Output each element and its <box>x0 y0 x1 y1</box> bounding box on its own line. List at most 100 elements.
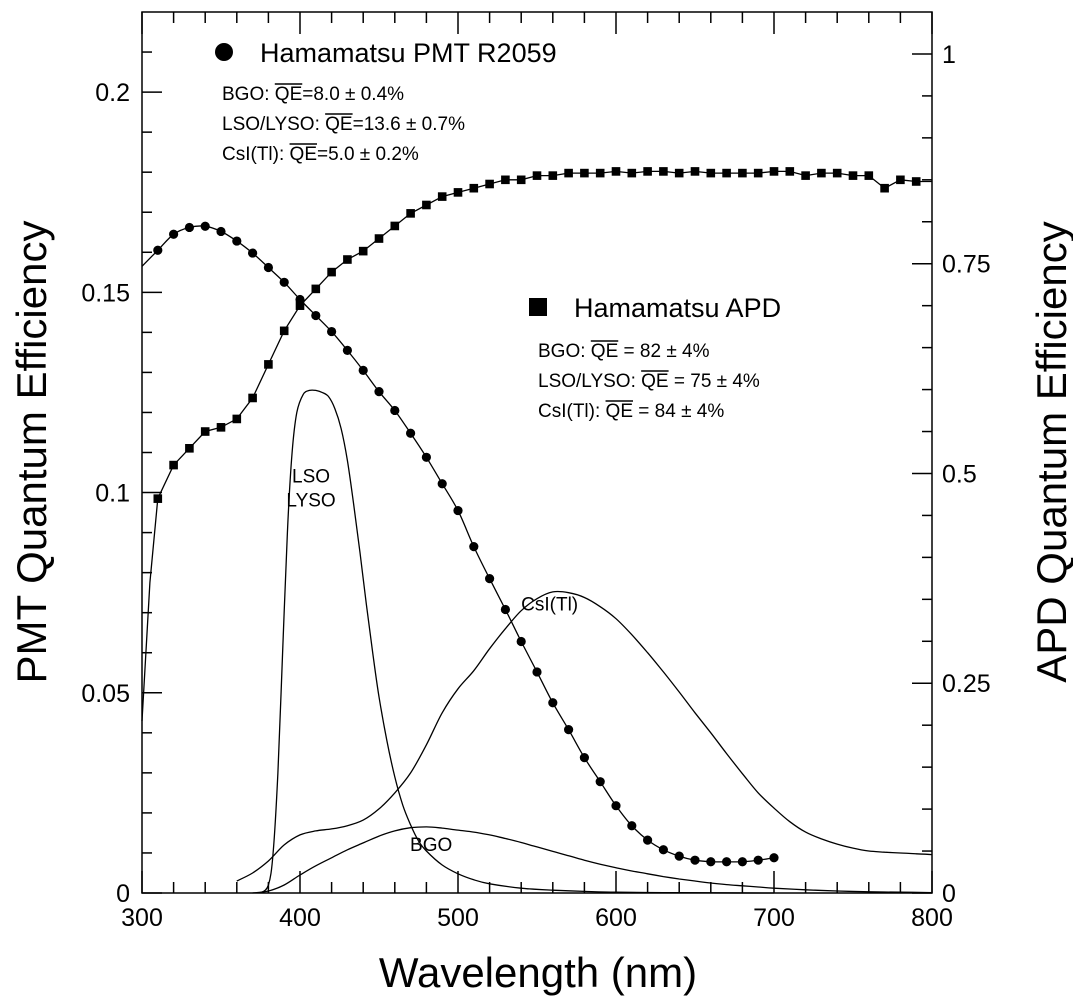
apd-qe-point <box>343 255 352 264</box>
apd-qe-point <box>880 183 889 193</box>
apd-qe-point <box>580 168 589 178</box>
apd-qe-point <box>469 183 479 193</box>
pmt-qe-point <box>374 387 384 397</box>
pmt-qe-point <box>548 698 558 708</box>
apd-qe-point <box>327 267 336 277</box>
apd-qe-point <box>848 171 858 180</box>
legend-entry-name: CsI(Tl): <box>538 401 606 422</box>
apd-qe-point <box>358 246 368 256</box>
apd-qe-point <box>374 234 384 243</box>
pmt-qe-point <box>184 222 194 233</box>
apd-qe-point <box>674 168 684 178</box>
apd-qe-point <box>264 360 273 369</box>
pmt-qe-point <box>611 801 621 811</box>
pmt-qe-point <box>769 853 779 863</box>
pmt-qe-point <box>169 229 179 239</box>
pmt-qe-point <box>674 851 684 861</box>
apd-qe-point <box>153 494 163 503</box>
apd-qe-point <box>169 460 178 470</box>
curve-label: LSO <box>292 467 330 488</box>
apd-qe-point <box>722 168 731 178</box>
pmt-qe-point <box>437 479 447 489</box>
pmt-qe-point <box>595 777 605 787</box>
apd-qe-point <box>437 192 447 201</box>
apd-qe-point <box>453 188 463 197</box>
apd-qe-point <box>595 168 605 178</box>
legend-entry-name: CsI(Tl): <box>222 144 290 165</box>
apd-qe-point <box>753 168 763 178</box>
pmt-qe-point <box>737 857 748 867</box>
apd-qe-point <box>422 200 431 210</box>
apd-qe-point <box>611 167 621 176</box>
apd-qe-point <box>311 284 321 294</box>
plot-curves: LSO LYSO CsI(Tl) BGO <box>141 170 933 894</box>
y-axis-left-title: PMT Quantum Efficiency <box>8 221 55 684</box>
curve-label: CsI(Tl) <box>521 595 578 616</box>
x-tick-label: 400 <box>279 904 321 932</box>
apd-qe-point <box>785 167 795 176</box>
pmt-qe-point <box>564 725 574 735</box>
pmt-qe-point <box>516 636 526 647</box>
y-left-tick-label: 0 <box>116 880 130 908</box>
y-axis-right-title: APD Quantum Efficiency <box>1028 221 1073 682</box>
pmt-qe-point <box>342 345 352 355</box>
legend-entry: CsI(Tl): QE = 84 ± 4% <box>538 401 724 422</box>
x-axis-title: Wavelength (nm) <box>379 949 697 996</box>
apd-qe-point <box>248 393 257 403</box>
legend-entry: LSO/LYSO: QE = 75 ± 4% <box>538 371 760 392</box>
legend-entry-qe: QE <box>641 371 668 392</box>
legend-entry-value: = 75 ± 4% <box>669 371 760 392</box>
apd-qe-point <box>738 168 747 178</box>
pmt-qe-point <box>279 277 289 287</box>
apd-qe-point <box>832 168 842 178</box>
legend-entry-qe: QE <box>591 341 618 362</box>
apd-qe-point <box>817 168 826 178</box>
apd-qe-point <box>627 168 637 178</box>
apd-qe-point <box>501 175 510 185</box>
legend-marker-circle <box>215 43 233 61</box>
y-right-tick-label: 0.5 <box>942 460 977 488</box>
apd-qe-point <box>643 167 652 176</box>
y-left-tick-label: 0.2 <box>95 79 130 107</box>
pmt-qe-point <box>248 248 258 258</box>
legend-entry-value: =5.0 ± 0.2% <box>317 144 419 165</box>
legend-entry-value: =8.0 ± 0.4% <box>302 84 404 105</box>
y-right-tick-label: 1 <box>942 41 956 69</box>
pmt-qe-point <box>311 310 321 321</box>
y-left-tick-label: 0.15 <box>81 279 130 307</box>
y-right-tick-label: 0.25 <box>942 670 991 698</box>
apd-qe-point <box>769 167 779 176</box>
curve-label: BGO <box>410 835 452 856</box>
apd-qe-point <box>532 171 542 180</box>
legend-entry-name: BGO: <box>538 341 591 362</box>
pmt-qe-point <box>263 262 273 273</box>
apd-qe-point <box>232 414 242 424</box>
legend-title: Hamamatsu PMT R2059 <box>260 38 557 68</box>
pmt-qe-point <box>200 221 210 231</box>
legend-marker-square <box>529 298 547 316</box>
pmt-qe-point <box>690 855 700 865</box>
legend-entry: LSO/LYSO: QE=13.6 ± 0.7% <box>222 114 465 135</box>
apd-qe-point <box>516 175 526 185</box>
x-tick-label: 700 <box>753 904 795 932</box>
legend-entry-name: LSO/LYSO: <box>222 114 325 135</box>
pmt-qe-point <box>658 845 669 855</box>
x-tick-label: 600 <box>595 904 637 932</box>
legend-entry: BGO: QE=8.0 ± 0.4% <box>222 84 404 105</box>
pmt-qe-point <box>421 452 431 462</box>
apd-qe-point <box>864 171 874 180</box>
pmt-qe-point <box>753 855 763 865</box>
x-tick-label: 500 <box>437 904 479 932</box>
curve-label: LYSO <box>286 491 335 512</box>
apd-qe-point <box>690 167 700 176</box>
pmt-qe-point <box>532 667 542 677</box>
legend-entry-qe: QE <box>606 401 633 422</box>
apd-qe-point <box>659 167 668 176</box>
apd-qe-point <box>564 168 573 178</box>
legend-entry-name: LSO/LYSO: <box>538 371 641 392</box>
pmt-qe-point <box>390 405 400 416</box>
pmt-qe-point <box>579 753 590 763</box>
pmt-qe-point <box>216 226 226 237</box>
pmt-qe-point <box>469 542 479 552</box>
